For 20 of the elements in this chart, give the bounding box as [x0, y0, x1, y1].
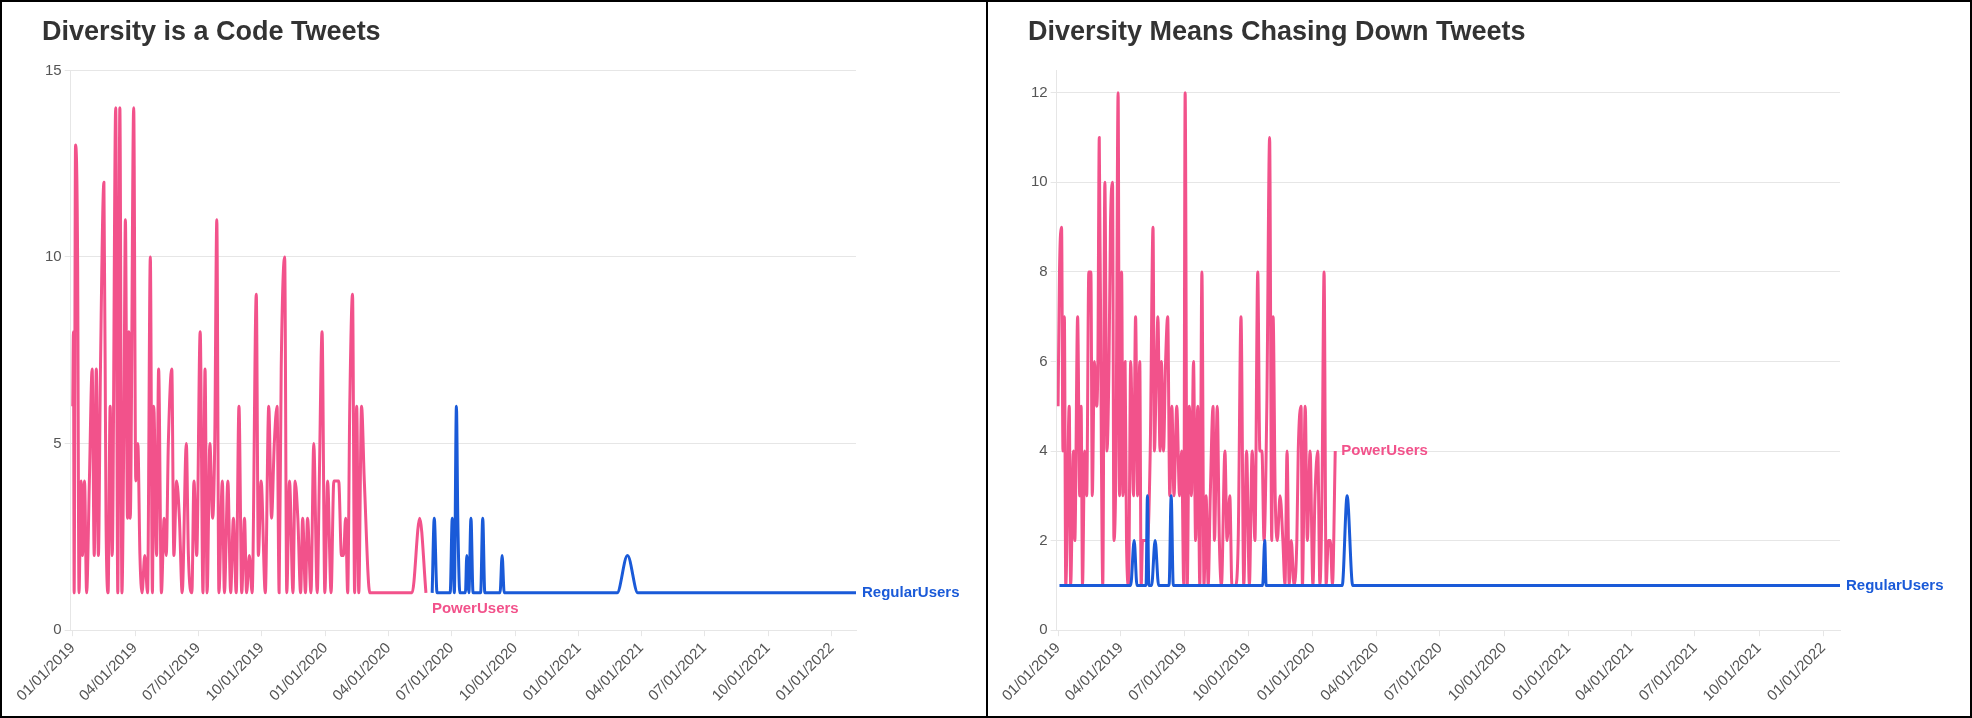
y-tick-label: 6: [1039, 351, 1048, 369]
series-label: RegularUsers: [862, 583, 960, 601]
y-tick-label: 12: [1031, 82, 1048, 100]
series-label: RegularUsers: [1846, 575, 1944, 593]
line-series: [1056, 91, 1337, 587]
y-tick-label: 15: [45, 60, 62, 78]
line-series: [71, 106, 428, 595]
y-tick-label: 8: [1039, 262, 1048, 280]
y-tick-label: 0: [53, 620, 62, 638]
chart-title: Diversity Means Chasing Down Tweets: [1028, 15, 1526, 46]
y-tick-label: 2: [1039, 530, 1048, 548]
y-tick-label: 10: [1031, 172, 1048, 190]
series-label: PowerUsers: [1341, 441, 1428, 459]
chart-title: Diversity is a Code Tweets: [42, 15, 381, 46]
y-tick-label: 4: [1039, 441, 1048, 459]
y-tick-label: 10: [45, 247, 62, 265]
line-series: [430, 404, 856, 595]
series-label: PowerUsers: [431, 599, 519, 617]
y-tick-label: 5: [53, 433, 62, 451]
y-tick-label: 0: [1039, 620, 1048, 638]
